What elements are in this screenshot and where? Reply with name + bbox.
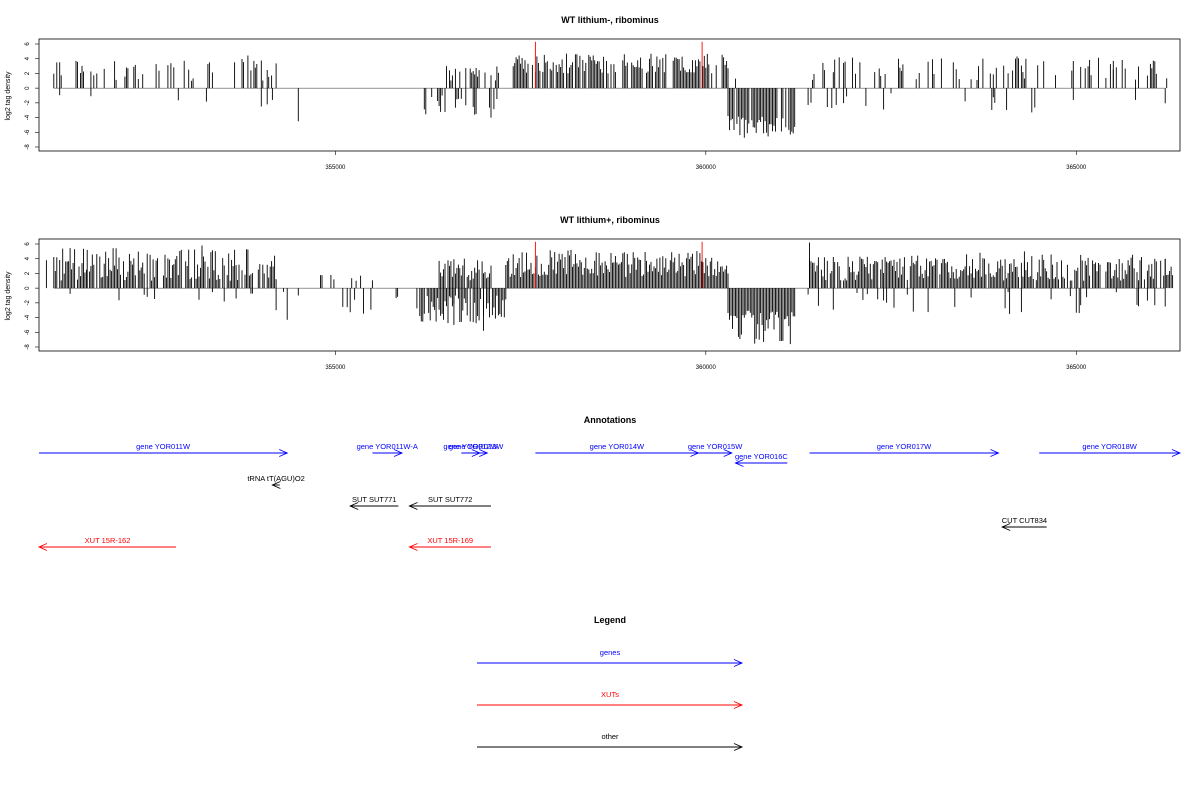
x-tick-label: 360000	[696, 165, 717, 171]
arrow-head-icon	[990, 449, 1000, 457]
feature-label: gene YOR014W	[590, 442, 645, 451]
y-tick-label: 4	[25, 56, 31, 60]
arrow-head-icon	[723, 449, 733, 457]
annotation-feature: CUT CUT834	[1001, 516, 1047, 531]
feature-label: gene YOR015W	[688, 442, 743, 451]
y-tick-label: -6	[25, 329, 31, 335]
legend-label: XUTs	[601, 690, 619, 699]
coverage-bars	[45, 241, 1174, 345]
arrow-head-icon	[479, 449, 489, 457]
arrow-head-icon	[733, 659, 744, 667]
arrow-head-icon	[733, 743, 744, 751]
y-tick-label: 0	[25, 286, 31, 290]
y-tick-label: -2	[25, 300, 31, 306]
annotation-features: gene YOR011W gene YOR011W-A gene YOR012Wge…	[37, 442, 1182, 551]
legend-entry: genes	[477, 648, 744, 667]
arrow-head-icon	[408, 543, 418, 551]
y-tick-label: -4	[25, 314, 31, 320]
feature-label: SUT SUT771	[352, 495, 396, 504]
arrow-head-icon	[271, 481, 281, 489]
legend-entry: XUTs	[477, 690, 744, 709]
y-tick-label: -4	[25, 114, 31, 120]
annotations-panel: Annotations gene YOR011W gene YOR011W-A ge…	[37, 415, 1182, 551]
feature-label: SUT SUT772	[428, 495, 472, 504]
x-tick-label: 355000	[325, 165, 346, 171]
annotation-feature: gene YOR011W	[39, 442, 289, 457]
feature-label: gene YOR011W	[136, 442, 191, 451]
feature-label: CUT CUT834	[1002, 516, 1047, 525]
y-tick-label: 2	[25, 271, 31, 275]
annotation-feature: gene YOR011W-A	[357, 442, 418, 457]
coverage-panel-lithium-plus: WT lithium+, ribominus log2 tag density …	[5, 215, 1181, 371]
y-tick-label: 6	[25, 242, 31, 246]
y-tick-label: 6	[25, 42, 31, 46]
annotation-feature: tRNA tT(AGU)O2	[247, 474, 305, 489]
arrow-head-icon	[1171, 449, 1182, 457]
feature-label: tRNA tT(AGU)O2	[247, 474, 305, 483]
y-tick-label: -2	[25, 100, 31, 106]
feature-label: XUT 15R-169	[427, 536, 473, 545]
coverage-panel-lithium-minus: WT lithium-, ribominus log2 tag density …	[5, 15, 1181, 171]
axes: 355000 360000 365000 -8 -6 -4 -2 0 2 4 6	[25, 42, 1087, 171]
legend-entry: other	[477, 732, 744, 751]
legend-label: other	[601, 732, 619, 741]
y-axis-label: log2 tag density	[5, 71, 12, 121]
arrow-head-icon	[279, 449, 289, 457]
y-tick-label: -8	[25, 344, 31, 350]
plot-frame	[38, 38, 1181, 152]
feature-label: XUT 15R-162	[85, 536, 131, 545]
panel-title: WT lithium+, ribominus	[560, 215, 660, 225]
annotation-feature: gene YOR016C	[734, 452, 788, 467]
annotation-feature: gene YOR014W	[535, 442, 700, 457]
feature-label: gene YOR013W	[449, 442, 504, 451]
x-tick-label: 360000	[696, 365, 717, 371]
x-tick-label: 355000	[325, 365, 346, 371]
annotation-feature: SUT SUT771	[349, 495, 399, 510]
arrow-head-icon	[408, 502, 418, 510]
y-tick-label: 2	[25, 71, 31, 75]
legend-title: Legend	[594, 615, 626, 625]
y-axis-label: log2 tag density	[5, 271, 12, 321]
coverage-bars	[53, 41, 1168, 138]
x-tick-label: 365000	[1066, 365, 1087, 371]
y-tick-label: -8	[25, 144, 31, 150]
feature-label: gene YOR012W	[443, 442, 498, 451]
x-tick-label: 365000	[1066, 165, 1087, 171]
panel-title: WT lithium-, ribominus	[561, 15, 659, 25]
annotation-feature: gene YOR013W	[449, 442, 504, 457]
annotation-feature: XUT 15R-169	[408, 536, 491, 551]
feature-label: gene YOR016C	[735, 452, 788, 461]
arrow-head-icon	[1001, 523, 1011, 531]
legend-entries: genes XUTs other	[477, 648, 744, 751]
legend: Legend genes XUTs other	[477, 615, 744, 751]
plot-frame	[38, 238, 1181, 352]
arrow-head-icon	[37, 543, 48, 551]
feature-label: gene YOR011W-A	[357, 442, 418, 451]
annotation-feature: gene YOR017W	[809, 442, 1000, 457]
legend-label: genes	[600, 648, 621, 657]
annotation-feature: SUT SUT772	[408, 495, 491, 510]
axes: 355000 360000 365000 -8 -6 -4 -2 0 2 4 6	[25, 242, 1087, 371]
annotation-feature: XUT 15R-162	[37, 536, 177, 551]
arrow-head-icon	[734, 459, 744, 467]
y-tick-label: 0	[25, 86, 31, 90]
feature-label: gene YOR018W	[1082, 442, 1137, 451]
arrow-head-icon	[733, 701, 744, 709]
annotations-title: Annotations	[584, 415, 637, 425]
feature-label: gene YOR017W	[877, 442, 932, 451]
annotation-feature: gene YOR018W	[1039, 442, 1182, 457]
arrow-head-icon	[349, 502, 359, 510]
annotation-feature: gene YOR015W	[688, 442, 743, 457]
arrow-head-icon	[393, 449, 404, 457]
y-tick-label: -6	[25, 129, 31, 135]
y-tick-label: 4	[25, 256, 31, 260]
